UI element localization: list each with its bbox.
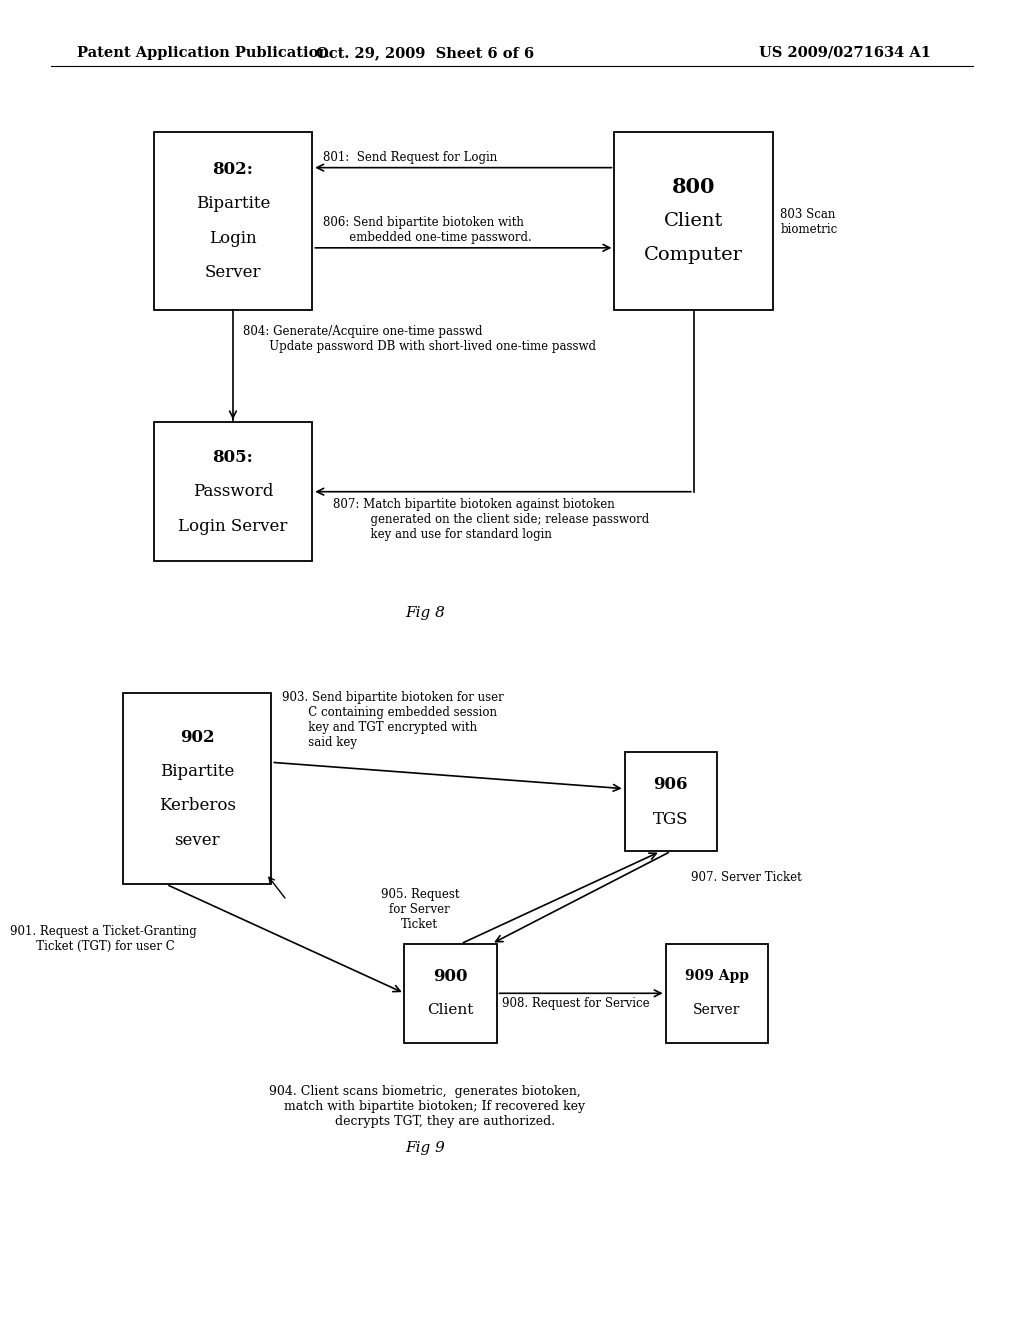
Text: 909 App: 909 App bbox=[685, 969, 749, 983]
Text: 900: 900 bbox=[433, 968, 468, 985]
Text: 801:  Send Request for Login: 801: Send Request for Login bbox=[323, 150, 497, 164]
Text: US 2009/0271634 A1: US 2009/0271634 A1 bbox=[759, 46, 931, 59]
Text: Login Server: Login Server bbox=[178, 517, 288, 535]
Text: 908. Request for Service: 908. Request for Service bbox=[502, 998, 649, 1010]
Bar bbox=[154, 422, 312, 561]
Text: 904. Client scans biometric,  generates biotoken,
     match with bipartite biot: 904. Client scans biometric, generates b… bbox=[264, 1085, 586, 1129]
Text: 906: 906 bbox=[653, 776, 688, 793]
Text: Server: Server bbox=[205, 264, 261, 281]
Text: Bipartite: Bipartite bbox=[196, 195, 270, 213]
Bar bbox=[666, 944, 768, 1043]
Text: 805:: 805: bbox=[213, 449, 253, 466]
Bar bbox=[614, 132, 773, 310]
Text: Kerberos: Kerberos bbox=[159, 797, 236, 814]
Text: Client: Client bbox=[665, 213, 723, 230]
Bar bbox=[625, 752, 717, 851]
Text: 807: Match bipartite biotoken against biotoken
          generated on the client: 807: Match bipartite biotoken against bi… bbox=[333, 499, 649, 541]
Text: Login: Login bbox=[209, 230, 257, 247]
Text: Patent Application Publication: Patent Application Publication bbox=[77, 46, 329, 59]
Text: Password: Password bbox=[193, 483, 273, 500]
Text: 901. Request a Ticket-Granting
       Ticket (TGT) for user C: 901. Request a Ticket-Granting Ticket (T… bbox=[10, 925, 197, 953]
Text: sever: sever bbox=[174, 832, 220, 849]
Text: TGS: TGS bbox=[653, 810, 688, 828]
Text: 902: 902 bbox=[180, 729, 214, 746]
Text: Client: Client bbox=[427, 1003, 474, 1018]
Text: Computer: Computer bbox=[644, 247, 743, 264]
Text: Server: Server bbox=[693, 1003, 740, 1018]
Text: 800: 800 bbox=[672, 177, 716, 197]
Text: 903. Send bipartite biotoken for user
       C containing embedded session
     : 903. Send bipartite biotoken for user C … bbox=[282, 692, 504, 750]
Text: Fig 8: Fig 8 bbox=[406, 606, 444, 620]
Text: 905. Request
for Server
Ticket: 905. Request for Server Ticket bbox=[381, 887, 459, 931]
Text: 804: Generate/Acquire one-time passwd
       Update password DB with short-lived: 804: Generate/Acquire one-time passwd Up… bbox=[244, 325, 596, 354]
Bar bbox=[154, 132, 312, 310]
Text: 806: Send bipartite biotoken with
       embedded one-time password.: 806: Send bipartite biotoken with embedd… bbox=[323, 216, 531, 244]
Text: 803 Scan
biometric: 803 Scan biometric bbox=[780, 207, 838, 236]
Text: Oct. 29, 2009  Sheet 6 of 6: Oct. 29, 2009 Sheet 6 of 6 bbox=[315, 46, 535, 59]
Text: Bipartite: Bipartite bbox=[160, 763, 234, 780]
Text: Fig 9: Fig 9 bbox=[406, 1140, 444, 1155]
Text: 802:: 802: bbox=[213, 161, 253, 178]
Bar bbox=[123, 693, 271, 884]
Bar bbox=[404, 944, 497, 1043]
Text: 907. Server Ticket: 907. Server Ticket bbox=[691, 871, 802, 884]
